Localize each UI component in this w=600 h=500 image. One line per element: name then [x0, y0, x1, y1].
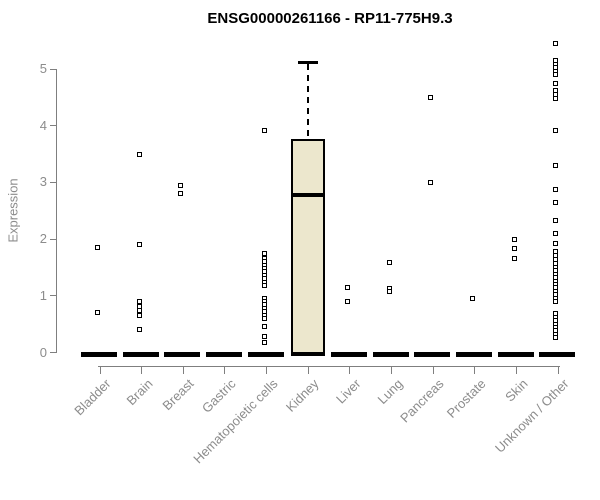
outlier-point	[469, 296, 475, 302]
x-tick	[349, 366, 351, 374]
outlier-point	[428, 94, 434, 100]
x-tick	[432, 366, 434, 374]
outlier-point	[511, 256, 517, 262]
outlier-point	[553, 230, 559, 236]
zero-box	[247, 351, 284, 357]
box-median	[293, 192, 324, 197]
x-tick	[474, 366, 476, 374]
outlier-point	[95, 310, 100, 316]
outlier-point	[511, 236, 517, 242]
y-tick	[50, 68, 57, 70]
outlier-point	[261, 324, 267, 330]
outlier-point	[386, 260, 392, 266]
x-tick	[391, 366, 393, 374]
outlier-point	[136, 308, 142, 314]
outlier-point	[553, 240, 559, 246]
zero-box	[122, 351, 159, 357]
outlier-point	[553, 72, 559, 78]
zero-box	[205, 351, 242, 357]
outlier-point	[136, 151, 142, 157]
zero-box	[372, 351, 409, 357]
zero-box	[414, 351, 451, 357]
y-tick-label: 2	[39, 231, 47, 247]
x-tick	[307, 366, 309, 374]
outlier-point	[553, 80, 559, 86]
outlier-point	[136, 242, 142, 248]
x-axis-line	[98, 366, 560, 367]
y-axis-line	[56, 69, 57, 353]
x-tick	[266, 366, 268, 374]
outlier-point	[386, 289, 392, 295]
outlier-point	[553, 162, 559, 168]
x-tick	[516, 366, 518, 374]
outlier-point	[344, 284, 350, 290]
outlier-point	[553, 334, 559, 340]
outlier-point	[136, 303, 142, 309]
x-tick	[557, 366, 559, 374]
zero-box	[455, 351, 492, 357]
outlier-point	[553, 298, 559, 304]
outlier-point	[136, 298, 142, 304]
outlier-point	[261, 127, 267, 133]
y-tick	[50, 125, 57, 127]
y-tick	[50, 181, 57, 183]
outlier-point	[553, 187, 559, 193]
box	[291, 138, 326, 356]
outlier-point	[344, 298, 350, 304]
x-tick	[224, 366, 226, 374]
y-tick-label: 0	[39, 344, 47, 360]
x-tick	[141, 366, 143, 374]
box-whisker-cap	[298, 61, 319, 65]
outlier-point	[553, 218, 559, 224]
outlier-point	[261, 340, 267, 346]
outlier-point	[553, 200, 559, 206]
outlier-point	[261, 250, 267, 256]
y-tick-label: 1	[39, 287, 47, 303]
box-whisker	[307, 64, 310, 139]
outlier-point	[428, 179, 434, 185]
y-tick-label: 4	[39, 117, 47, 133]
outlier-point	[178, 182, 184, 188]
x-tick	[182, 366, 184, 374]
zero-box	[330, 351, 367, 357]
x-tick	[99, 366, 101, 374]
y-tick	[50, 352, 57, 353]
y-tick	[50, 295, 57, 297]
zero-box	[539, 351, 576, 357]
outlier-point	[136, 327, 142, 333]
outlier-point	[261, 315, 267, 321]
outlier-point	[553, 95, 559, 101]
chart-title: ENSG00000261166 - RP11-775H9.3	[207, 10, 453, 27]
outlier-point	[136, 312, 142, 318]
zero-box	[164, 351, 201, 357]
outlier-point	[553, 127, 559, 133]
outlier-point	[553, 40, 559, 46]
outlier-point	[178, 191, 184, 197]
zero-box	[497, 351, 534, 357]
zero-box	[81, 351, 117, 357]
outlier-point	[261, 334, 267, 340]
outlier-point	[95, 245, 100, 251]
outlier-point	[511, 246, 517, 252]
y-tick-label: 3	[39, 174, 47, 190]
y-tick-label: 5	[39, 61, 47, 76]
y-tick	[50, 238, 57, 240]
outlier-point	[261, 283, 267, 289]
